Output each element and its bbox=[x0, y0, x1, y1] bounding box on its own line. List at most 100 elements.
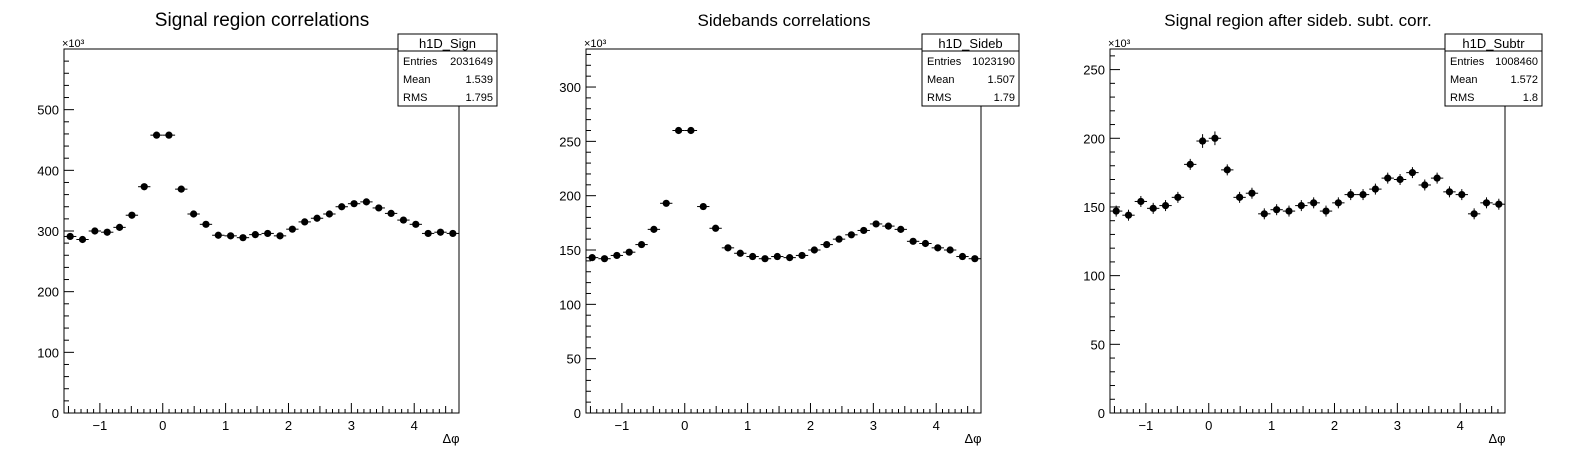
data-point bbox=[214, 231, 222, 239]
data-point bbox=[1174, 193, 1182, 201]
data-point bbox=[872, 220, 880, 228]
stats-label: Mean bbox=[403, 74, 431, 86]
x-tick-label: 4 bbox=[933, 418, 940, 433]
data-point bbox=[699, 202, 707, 211]
data-point bbox=[362, 198, 371, 206]
y-tick-label: 250 bbox=[1083, 63, 1105, 78]
data-point bbox=[798, 251, 806, 260]
data-point bbox=[276, 232, 284, 240]
chart-panel-1: Signal region correlations ×10³ 0 100 200 300… bbox=[37, 10, 498, 446]
data-point bbox=[662, 199, 670, 207]
data-point bbox=[884, 222, 893, 230]
data-point bbox=[823, 240, 831, 249]
chart-panel-2: Sidebands correlations ×10³ 0 50 100 150 200 25… bbox=[559, 11, 1020, 446]
stats-label: RMS bbox=[1450, 92, 1474, 104]
data-point bbox=[736, 249, 744, 257]
stats-box-frame bbox=[397, 33, 498, 107]
y-tick-label: 100 bbox=[559, 297, 581, 312]
data-point bbox=[412, 220, 420, 228]
y-exponent-label: ×10³ bbox=[1108, 38, 1131, 50]
y-tick-label: 150 bbox=[1083, 200, 1105, 215]
data-point bbox=[674, 126, 683, 135]
x-axis-label: Δφ bbox=[964, 431, 981, 446]
y-tick-label: 400 bbox=[37, 163, 59, 178]
data-point bbox=[1310, 199, 1318, 207]
data-point bbox=[847, 231, 855, 239]
y-tick-label: 100 bbox=[1083, 269, 1105, 284]
data-point bbox=[1223, 166, 1231, 174]
data-point bbox=[1273, 206, 1281, 214]
data-point bbox=[921, 239, 930, 248]
y-tick-label: 50 bbox=[567, 352, 581, 367]
data-point bbox=[325, 210, 333, 218]
data-point bbox=[761, 255, 769, 263]
x-tick-label: 3 bbox=[348, 418, 355, 433]
x-tick-label: 4 bbox=[1457, 418, 1464, 433]
data-point bbox=[909, 237, 917, 245]
data-point bbox=[835, 235, 843, 243]
x-tick-label: −1 bbox=[92, 418, 107, 433]
y-tick-label: 200 bbox=[1083, 131, 1105, 146]
data-point bbox=[946, 246, 954, 254]
data-point bbox=[338, 203, 346, 211]
stats-box-title: h1D_Sideb bbox=[938, 36, 1002, 51]
x-tick-label: 0 bbox=[681, 418, 688, 433]
data-point bbox=[1149, 204, 1157, 212]
x-tick-label: 1 bbox=[222, 418, 229, 433]
stats-value: 1.8 bbox=[1523, 92, 1538, 104]
data-point bbox=[1137, 197, 1145, 206]
data-point bbox=[934, 244, 942, 252]
stats-value: 1.795 bbox=[465, 92, 493, 104]
y-tick-label: 50 bbox=[1091, 337, 1105, 352]
stats-value: 1.79 bbox=[994, 92, 1015, 104]
stats-value: 2031649 bbox=[450, 56, 493, 68]
data-point bbox=[1248, 189, 1256, 197]
data-point bbox=[810, 246, 818, 254]
data-point bbox=[128, 211, 136, 219]
plot-frame bbox=[1109, 48, 1506, 414]
data-point bbox=[971, 255, 979, 263]
stats-label: Mean bbox=[1450, 74, 1478, 86]
data-point bbox=[1124, 211, 1133, 219]
y-tick-label: 300 bbox=[37, 224, 59, 239]
stats-box-frame bbox=[1444, 33, 1543, 107]
data-point bbox=[786, 254, 794, 262]
x-tick-label: 1 bbox=[1268, 418, 1275, 433]
data-point bbox=[264, 229, 272, 238]
data-point bbox=[687, 126, 695, 135]
y-tick-label: 0 bbox=[1098, 406, 1105, 421]
y-tick-label: 500 bbox=[37, 103, 59, 118]
data-point bbox=[1421, 181, 1429, 189]
data-point bbox=[140, 183, 148, 191]
y-tick-label: 0 bbox=[52, 406, 59, 421]
stats-value: 1.539 bbox=[465, 74, 493, 86]
data-point bbox=[637, 240, 646, 249]
data-point bbox=[1236, 193, 1244, 201]
stats-box: h1D_Subtr Entries 1008460 Mean 1.572 RMS 1.8 bbox=[1444, 33, 1543, 107]
x-tick-label: 2 bbox=[285, 418, 292, 433]
stats-label: RMS bbox=[403, 92, 427, 104]
x-tick-label: 3 bbox=[1394, 418, 1401, 433]
y-exponent-label: ×10³ bbox=[62, 38, 85, 50]
data-point bbox=[860, 226, 868, 235]
data-point bbox=[399, 216, 408, 224]
data-point bbox=[1433, 174, 1441, 182]
data-point bbox=[115, 223, 124, 231]
data-point bbox=[239, 234, 247, 242]
data-point bbox=[1161, 201, 1170, 210]
y-tick-label: 200 bbox=[37, 285, 59, 300]
x-tick-label: 0 bbox=[159, 418, 166, 433]
data-point bbox=[1408, 169, 1417, 177]
data-point bbox=[103, 228, 111, 236]
stats-value: 1023190 bbox=[972, 56, 1015, 68]
data-point bbox=[152, 131, 161, 139]
data-point bbox=[288, 225, 296, 233]
stats-label: RMS bbox=[927, 92, 951, 104]
x-axis-label: Δφ bbox=[442, 431, 459, 446]
y-tick-label: 150 bbox=[559, 243, 581, 258]
data-point bbox=[588, 254, 596, 262]
stats-box: h1D_Sign Entries 2031649 Mean 1.539 RMS 1.795 bbox=[397, 33, 498, 107]
data-point bbox=[625, 248, 633, 256]
stats-box-frame bbox=[921, 33, 1020, 107]
data-point bbox=[66, 232, 74, 241]
